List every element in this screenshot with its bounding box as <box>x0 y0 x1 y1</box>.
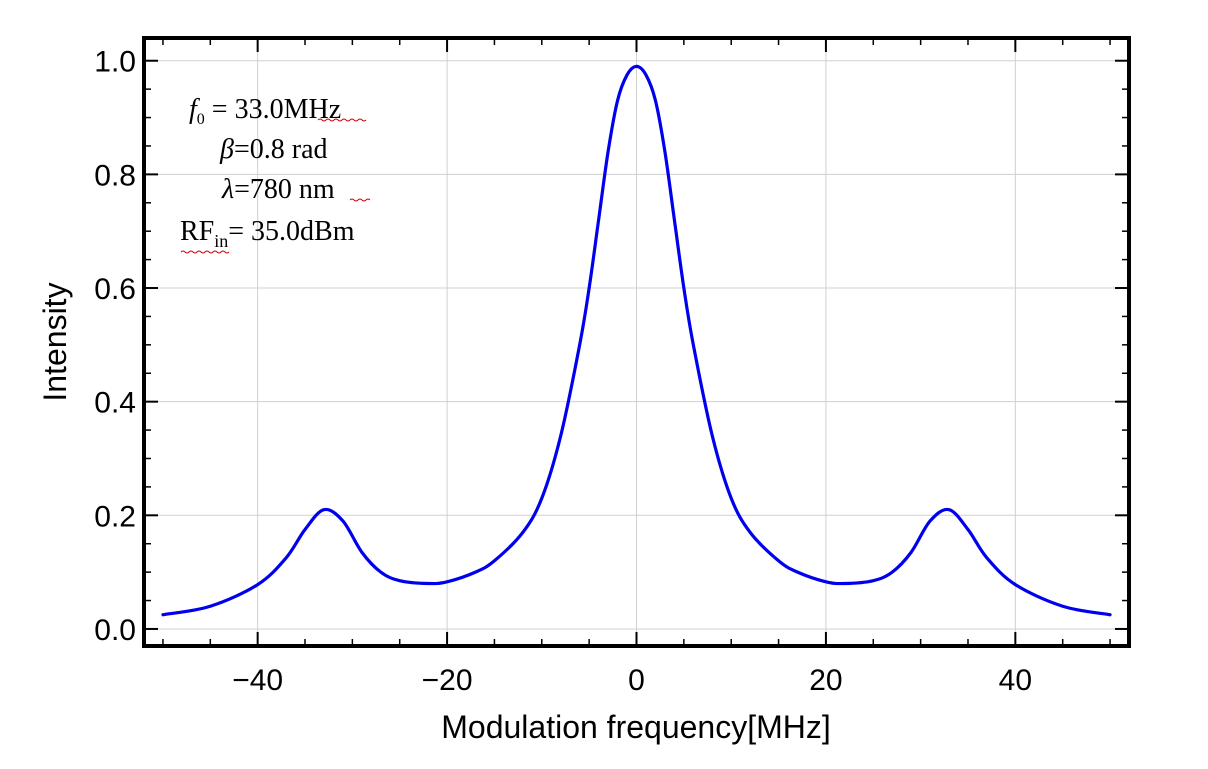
annotation-f0: f0 = 33.0MHz <box>189 94 341 128</box>
series-line-intensity <box>161 64 1112 617</box>
squiggle-nm <box>349 198 371 202</box>
beta-value: =0.8 rad <box>234 134 328 165</box>
y-tick-label: 0.6 <box>94 273 136 306</box>
y-tick-label: 1.0 <box>94 46 136 79</box>
annotation-beta: β=0.8 rad <box>219 134 328 165</box>
annotation-block: f0 = 33.0MHz β=0.8 rad λ=780 nm RFin= 35… <box>180 94 371 254</box>
rf-subscript: in <box>214 231 228 251</box>
rf-value: = 35.0dBm <box>228 216 354 247</box>
x-axis-label: Modulation frequency[MHz] <box>441 709 831 745</box>
major-ticks <box>144 38 1129 646</box>
x-tick-label: 0 <box>628 664 645 697</box>
f0-subscript: 0 <box>197 111 205 128</box>
y-tick-label: 0.8 <box>94 159 136 192</box>
annotation-rf: RFin= 35.0dBm <box>180 216 355 251</box>
y-tick-labels: 0.0 0.2 0.4 0.6 0.8 1.0 <box>94 46 136 647</box>
x-tick-labels: −40 −20 0 20 40 <box>232 664 1032 697</box>
f0-symbol: f <box>189 94 200 125</box>
y-axis-label: Intensity <box>37 282 73 401</box>
beta-symbol: β <box>219 134 234 165</box>
squiggle-rf <box>180 250 230 254</box>
lambda-value: =780 nm <box>234 174 335 205</box>
y-tick-label: 0.2 <box>94 500 136 533</box>
squiggle-mhz <box>317 118 367 122</box>
x-tick-label: −40 <box>232 664 283 697</box>
x-tick-label: −20 <box>422 664 473 697</box>
x-tick-label: 40 <box>999 664 1032 697</box>
y-tick-label: 0.0 <box>94 614 136 647</box>
rf-symbol: RF <box>180 216 214 247</box>
grid <box>144 38 1129 646</box>
f0-value: = 33.0MHz <box>205 94 341 125</box>
annotation-lambda: λ=780 nm <box>221 174 335 205</box>
y-tick-label: 0.4 <box>94 387 136 420</box>
x-tick-label: 20 <box>809 664 842 697</box>
plot-frame <box>142 36 1131 648</box>
lambda-symbol: λ <box>221 174 234 205</box>
